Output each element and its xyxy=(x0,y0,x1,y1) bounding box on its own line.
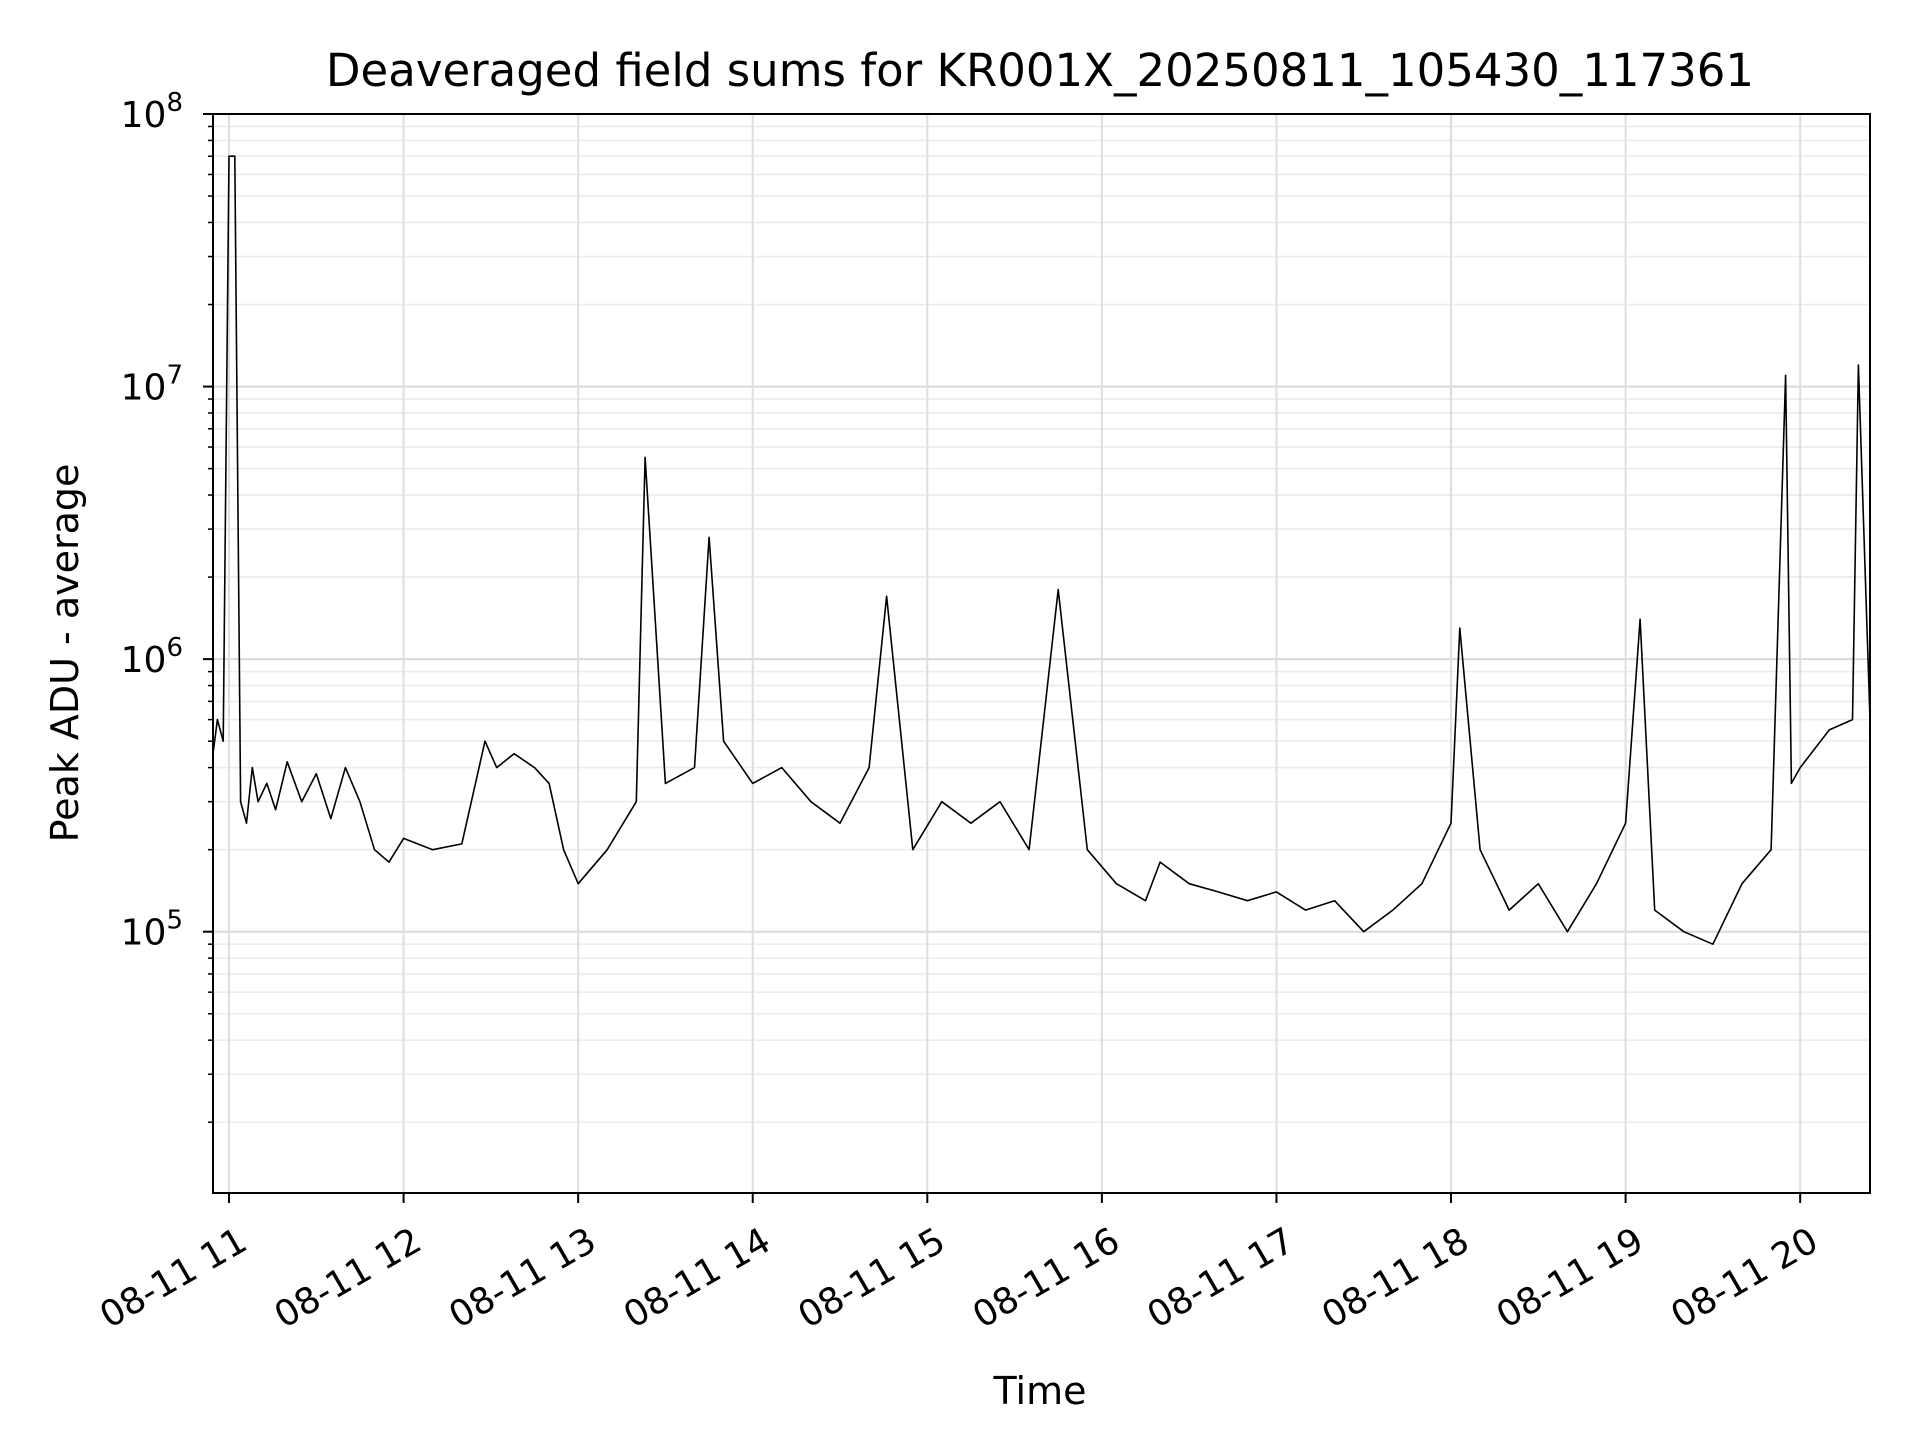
x-tick-label: 08-11 14 xyxy=(617,1220,778,1336)
series xyxy=(212,155,1871,946)
x-axis-label: Time xyxy=(993,1369,1087,1413)
x-axis: 08-11 11 08-11 12 08-11 13 08-11 14 08-11 15… xyxy=(93,1193,1825,1337)
x-tick-label: 08-11 11 xyxy=(93,1220,254,1336)
x-tick-label: 08-11 16 xyxy=(966,1220,1127,1336)
x-tick-label: 08-11 18 xyxy=(1315,1220,1476,1336)
y-axis: 105 106 107 108 xyxy=(121,88,213,1123)
x-tick-label: 08-11 13 xyxy=(442,1220,603,1336)
series-line-0 xyxy=(212,155,1871,946)
y-tick-label: 108 xyxy=(121,88,183,136)
y-tick-label: 105 xyxy=(121,906,183,954)
x-tick-label: 08-11 19 xyxy=(1490,1220,1651,1336)
x-tick-label: 08-11 15 xyxy=(792,1220,953,1336)
y-axis-label: Peak ADU - average xyxy=(43,464,87,843)
chart-title: Deaveraged field sums for KR001X_2025081… xyxy=(326,44,1754,97)
x-tick-label: 08-11 12 xyxy=(268,1220,429,1336)
y-tick-label: 106 xyxy=(121,633,183,681)
y-tick-label: 107 xyxy=(121,361,183,409)
x-tick-label: 08-11 17 xyxy=(1141,1220,1302,1336)
x-tick-label: 08-11 20 xyxy=(1664,1220,1825,1336)
grid xyxy=(213,114,1870,1193)
plot-frame xyxy=(212,113,1871,1194)
